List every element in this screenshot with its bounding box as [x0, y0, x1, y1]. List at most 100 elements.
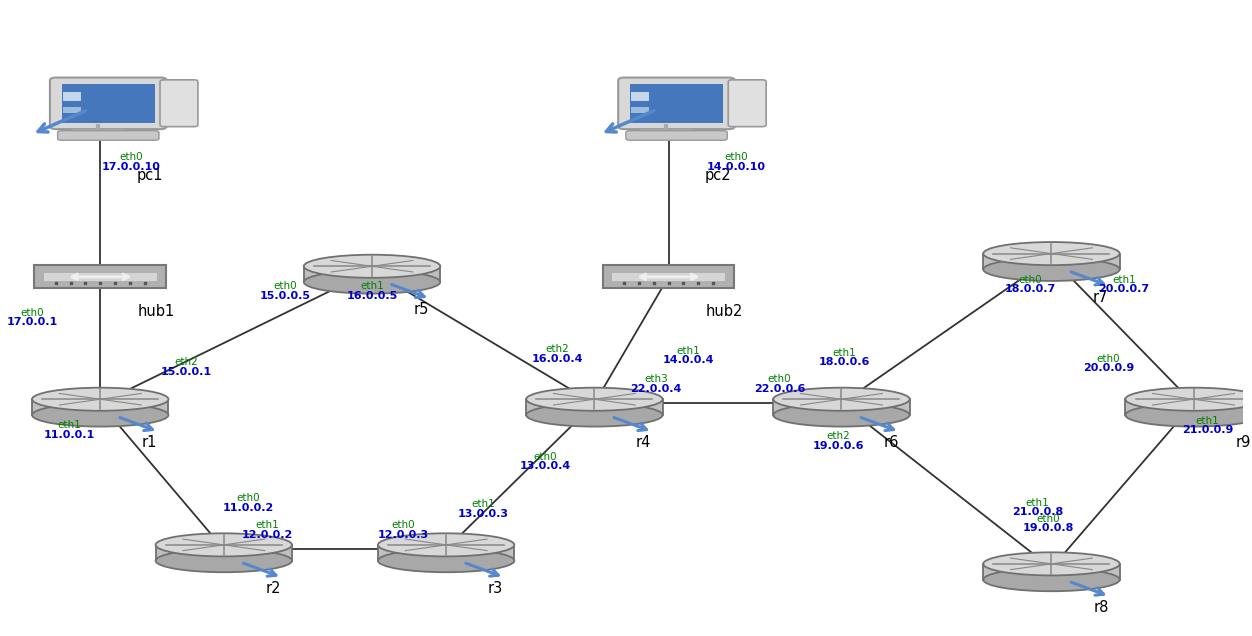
Text: 22.0.0.4: 22.0.0.4 [631, 384, 682, 394]
Text: 15.0.0.5: 15.0.0.5 [260, 291, 310, 301]
FancyBboxPatch shape [304, 266, 441, 282]
Text: eth2: eth2 [175, 357, 199, 367]
FancyBboxPatch shape [61, 85, 155, 123]
Text: 13.0.0.3: 13.0.0.3 [458, 509, 508, 519]
Text: r2: r2 [265, 581, 280, 596]
Text: eth0: eth0 [391, 520, 414, 530]
Ellipse shape [304, 270, 441, 294]
Text: 20.0.0.9: 20.0.0.9 [1083, 363, 1134, 373]
Text: 18.0.0.6: 18.0.0.6 [819, 357, 870, 367]
FancyBboxPatch shape [612, 273, 725, 281]
Ellipse shape [33, 403, 169, 427]
Text: eth1: eth1 [833, 347, 856, 357]
FancyBboxPatch shape [526, 399, 662, 415]
Text: eth2: eth2 [546, 344, 570, 354]
Text: r6: r6 [883, 435, 899, 450]
FancyBboxPatch shape [729, 80, 766, 127]
Text: 17.0.0.10: 17.0.0.10 [101, 162, 160, 172]
Ellipse shape [983, 258, 1119, 281]
FancyBboxPatch shape [631, 107, 649, 113]
Text: eth1: eth1 [58, 420, 81, 431]
FancyBboxPatch shape [58, 130, 159, 140]
Text: 21.0.0.8: 21.0.0.8 [1012, 508, 1063, 518]
FancyBboxPatch shape [618, 78, 735, 129]
FancyBboxPatch shape [155, 545, 292, 561]
Text: eth1: eth1 [255, 520, 279, 530]
Text: eth0: eth0 [237, 493, 260, 503]
FancyBboxPatch shape [630, 85, 724, 123]
Text: eth1: eth1 [676, 346, 700, 356]
Ellipse shape [774, 388, 910, 411]
Ellipse shape [983, 568, 1119, 591]
FancyBboxPatch shape [160, 80, 198, 127]
Text: eth1: eth1 [471, 499, 495, 509]
Text: r3: r3 [488, 581, 503, 596]
Text: eth3: eth3 [645, 375, 669, 384]
Text: eth1: eth1 [1025, 498, 1049, 508]
Ellipse shape [378, 549, 515, 572]
Text: 11.0.0.2: 11.0.0.2 [223, 502, 274, 513]
Text: 14.0.0.4: 14.0.0.4 [662, 356, 714, 366]
Ellipse shape [1126, 403, 1252, 427]
FancyBboxPatch shape [602, 265, 735, 288]
Text: 18.0.0.7: 18.0.0.7 [1004, 284, 1055, 294]
Text: eth0: eth0 [1097, 354, 1121, 364]
Text: eth1: eth1 [361, 281, 384, 291]
FancyBboxPatch shape [63, 92, 80, 101]
Ellipse shape [378, 534, 515, 556]
Ellipse shape [1126, 388, 1252, 411]
Text: 22.0.0.6: 22.0.0.6 [754, 384, 805, 394]
Text: 21.0.0.9: 21.0.0.9 [1182, 425, 1233, 435]
Text: r7: r7 [1093, 289, 1108, 305]
FancyBboxPatch shape [1126, 399, 1252, 415]
Text: eth0: eth0 [1037, 514, 1060, 523]
Text: pc1: pc1 [136, 168, 163, 183]
Text: eth1: eth1 [1112, 275, 1136, 285]
FancyBboxPatch shape [44, 273, 156, 281]
FancyBboxPatch shape [63, 107, 80, 113]
Text: eth2: eth2 [826, 431, 850, 441]
FancyBboxPatch shape [34, 265, 167, 288]
Text: eth0: eth0 [725, 152, 749, 162]
Text: r4: r4 [636, 435, 651, 450]
FancyBboxPatch shape [631, 92, 649, 101]
Text: 15.0.0.1: 15.0.0.1 [162, 366, 213, 377]
Ellipse shape [983, 552, 1119, 576]
FancyBboxPatch shape [983, 254, 1119, 270]
Text: pc2: pc2 [705, 168, 731, 183]
Ellipse shape [526, 388, 662, 411]
Text: 20.0.0.7: 20.0.0.7 [1098, 284, 1149, 294]
Ellipse shape [526, 403, 662, 427]
Text: r8: r8 [1093, 600, 1108, 615]
Text: 13.0.0.4: 13.0.0.4 [520, 462, 571, 471]
Text: 16.0.0.4: 16.0.0.4 [532, 354, 583, 364]
FancyBboxPatch shape [50, 78, 167, 129]
Ellipse shape [155, 549, 292, 572]
FancyBboxPatch shape [33, 399, 169, 415]
Text: 16.0.0.5: 16.0.0.5 [347, 291, 398, 301]
Text: 14.0.0.10: 14.0.0.10 [707, 162, 766, 172]
Ellipse shape [33, 388, 169, 411]
FancyBboxPatch shape [983, 564, 1119, 579]
Text: r9: r9 [1236, 435, 1251, 450]
Text: r5: r5 [413, 302, 429, 317]
FancyBboxPatch shape [774, 399, 910, 415]
Ellipse shape [304, 254, 441, 278]
FancyBboxPatch shape [626, 130, 727, 140]
Text: 12.0.0.2: 12.0.0.2 [242, 530, 293, 539]
Text: 17.0.0.1: 17.0.0.1 [6, 317, 58, 328]
Text: 11.0.0.1: 11.0.0.1 [44, 430, 95, 440]
Text: 19.0.0.8: 19.0.0.8 [1023, 523, 1074, 533]
Text: 12.0.0.3: 12.0.0.3 [377, 530, 428, 539]
Text: eth0: eth0 [119, 152, 143, 162]
Text: r1: r1 [141, 435, 158, 450]
Ellipse shape [155, 534, 292, 556]
Text: hub2: hub2 [705, 304, 742, 319]
Text: hub1: hub1 [138, 304, 174, 319]
Text: eth0: eth0 [1018, 275, 1042, 285]
FancyBboxPatch shape [378, 545, 515, 561]
Ellipse shape [983, 242, 1119, 265]
Text: 19.0.0.6: 19.0.0.6 [813, 441, 864, 451]
Text: eth0: eth0 [533, 452, 557, 462]
Text: eth1: eth1 [1196, 415, 1219, 425]
